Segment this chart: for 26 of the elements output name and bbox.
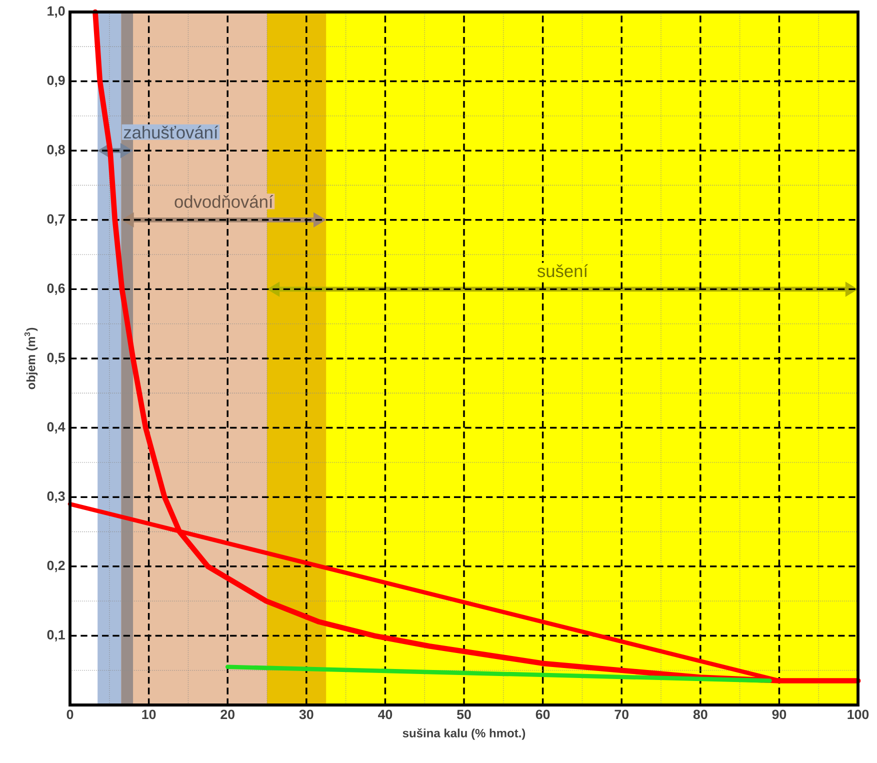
y-tick-label: 1,0 <box>48 6 65 18</box>
x-tick-label: 60 <box>536 710 550 720</box>
band-label: sušení <box>537 264 588 278</box>
y-axis-title: objem (m$^{3}$) <box>24 328 38 390</box>
y-tick-label: 0,3 <box>47 491 65 503</box>
y-tick-label: 0,5 <box>47 352 65 364</box>
y-tick-label: 0,8 <box>47 144 65 156</box>
y-tick-label: 0,4 <box>47 422 66 434</box>
x-tick-label: 20 <box>220 710 234 720</box>
y-tick-label: 0,9 <box>47 76 65 87</box>
x-tick-label: 50 <box>457 710 471 720</box>
x-tick-label: 90 <box>772 710 786 720</box>
x-tick-label: 100 <box>848 710 869 720</box>
x-tick-label: 0 <box>66 710 74 720</box>
y-tick-label: 0,2 <box>47 560 65 572</box>
x-tick-label: 40 <box>378 710 392 720</box>
x-tick-label: 10 <box>142 710 156 720</box>
x-tick-label: 80 <box>693 710 708 720</box>
x-tick-label: 70 <box>614 710 628 720</box>
x-axis-title: sušina kalu (% hmot.) <box>402 728 526 740</box>
x-tick-label: 30 <box>299 710 314 720</box>
y-tick-label: 0,6 <box>47 284 65 295</box>
band-label: odvodňování <box>174 194 274 208</box>
band-label: zahušťování <box>124 126 218 139</box>
y-tick-label: 0,1 <box>47 630 65 642</box>
y-tick-label: 0,7 <box>47 214 65 226</box>
